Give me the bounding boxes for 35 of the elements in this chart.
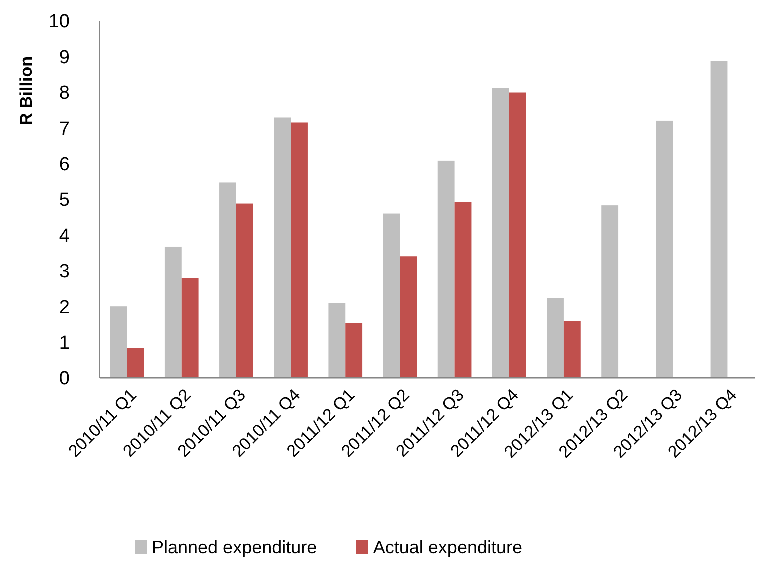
bar <box>274 118 292 378</box>
bar <box>291 122 308 378</box>
y-tick-label: 4 <box>59 226 70 247</box>
bar <box>127 348 144 378</box>
bar <box>492 88 510 378</box>
y-tick-label: 8 <box>59 83 70 104</box>
y-tick-label: 0 <box>59 368 70 390</box>
bar <box>547 298 564 378</box>
bar <box>400 256 418 378</box>
bar <box>656 120 674 378</box>
y-axis-title: R Billion <box>17 56 36 126</box>
y-tick-label: 6 <box>59 154 70 176</box>
y-tick-label: 7 <box>59 118 70 140</box>
y-tick-label: 10 <box>48 12 70 33</box>
bar <box>602 206 619 378</box>
bar <box>454 202 472 378</box>
legend-label: Planned expenditure <box>152 537 318 558</box>
bar <box>438 160 455 378</box>
y-tick-label: 2 <box>59 297 70 318</box>
legend-label: Actual expenditure <box>373 537 523 558</box>
y-tick-label: 1 <box>59 332 70 354</box>
y-tick-label: 3 <box>59 262 70 283</box>
bar <box>328 303 346 378</box>
bar <box>220 182 236 378</box>
bar <box>182 278 199 378</box>
bar <box>164 246 182 378</box>
bar <box>710 61 728 378</box>
bar <box>509 92 526 378</box>
bar <box>383 214 400 378</box>
y-tick-label: 9 <box>59 47 70 68</box>
y-tick-label: 5 <box>59 190 70 212</box>
bar <box>236 204 254 378</box>
bar <box>110 306 128 378</box>
bar <box>346 323 363 378</box>
bar <box>564 321 581 378</box>
